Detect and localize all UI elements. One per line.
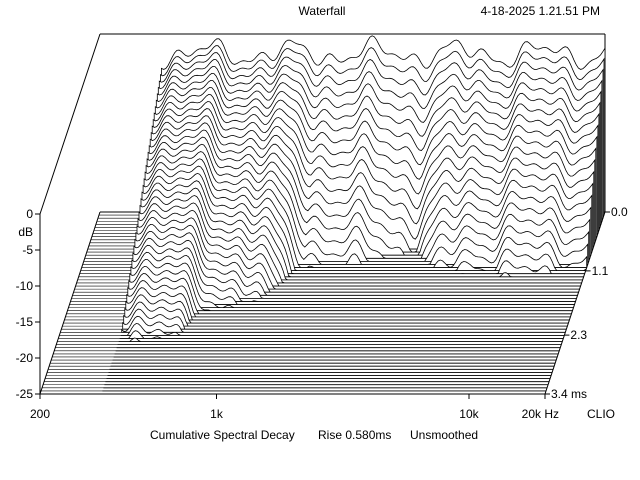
frequency-tick-label: 10k: [459, 407, 479, 421]
time-tick-label: 1.1: [592, 264, 609, 278]
left-time-edge: [39, 211, 101, 395]
frequency-tick-label: 20k Hz: [522, 407, 559, 421]
time-axis: 0.0 1.1 2.3 3.4 ms: [545, 205, 628, 401]
time-tick-label: 0.0: [611, 205, 628, 219]
frequency-axis: 200 1k 10k 20k Hz: [30, 394, 559, 421]
db-tick-label: -20: [16, 351, 34, 365]
brand-label: CLIO: [587, 407, 615, 421]
smoothing-label: Unsmoothed: [410, 428, 478, 442]
db-tick-label: -25: [16, 387, 34, 401]
db-tick-label: 0: [26, 207, 33, 221]
top-left-edge: [39, 33, 101, 215]
timestamp: 4-18-2025 1.21.51 PM: [481, 4, 600, 18]
db-tick-label: -15: [16, 315, 34, 329]
time-tick-label: 2.3: [570, 328, 587, 342]
rise-label: Rise 0.580ms: [318, 428, 391, 442]
frequency-tick-label: 1k: [210, 407, 224, 421]
chart-title: Waterfall: [299, 4, 346, 18]
decay-slices: [40, 35, 606, 395]
db-tick-label: -10: [16, 279, 34, 293]
frequency-tick-label: 200: [30, 407, 50, 421]
db-axis: 0 -5 -10 -15 -20 -25 dB: [16, 207, 40, 401]
db-tick-label: -5: [22, 243, 33, 257]
time-tick-label: 3.4 ms: [551, 387, 587, 401]
decay-slice: [119, 330, 564, 339]
db-unit-label: dB: [18, 225, 33, 239]
caption-label: Cumulative Spectral Decay: [150, 428, 295, 442]
